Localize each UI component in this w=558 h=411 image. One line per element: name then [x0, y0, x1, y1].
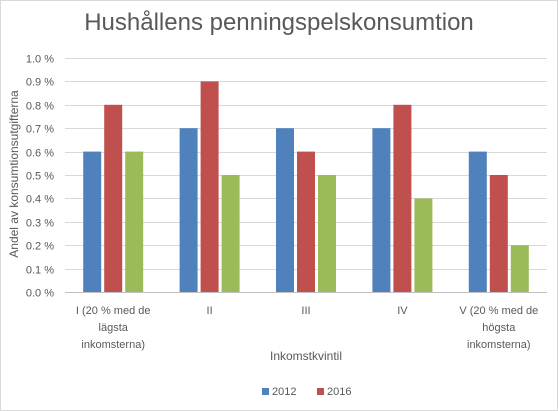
bar-2016-cat-3 — [297, 151, 315, 292]
y-tick-label: 1.0 % — [26, 54, 54, 66]
bar-2016-cat-4 — [393, 104, 412, 292]
chart-title: Hushållens penningspelskonsumtion — [84, 9, 474, 36]
y-tick-label: 0.7 % — [26, 124, 54, 136]
x-tick-label: I (20 % med de lägsta inkomsterna) — [76, 305, 151, 351]
bar-series-3-cat-1 — [125, 151, 144, 292]
bars — [83, 81, 529, 293]
bar-series-3-cat-3 — [318, 175, 336, 292]
bar-2012-cat-5 — [468, 151, 487, 292]
y-tick-label: 0.4 % — [26, 194, 54, 206]
x-tick-label: II — [207, 305, 213, 317]
y-tick-labels: 0.0 % 0.1 % 0.2 % 0.3 % 0.4 % 0.5 % 0.6 % 0.7 %… — [26, 54, 54, 300]
bar-2012-cat-1 — [83, 151, 102, 292]
x-axis-title: Inkomstkvintil — [270, 349, 342, 363]
legend-label-2016: 2016 — [327, 386, 351, 398]
bar-series-3-cat-5 — [510, 245, 529, 292]
bar-2012-cat-2 — [179, 128, 198, 292]
legend-swatch-2016 — [317, 388, 324, 395]
y-axis-title: Andel av konsumtionsutgifterna — [7, 90, 21, 258]
y-tick-label: 0.2 % — [26, 241, 54, 253]
x-tick-labels: I (20 % med de lägsta inkomsterna)II III IV V… — [76, 305, 538, 351]
bar-2012-cat-4 — [372, 128, 391, 292]
x-tick-label: V (20 % med de högsta inkomsterna) — [459, 305, 538, 351]
y-tick-label: 0.1 % — [26, 265, 54, 277]
bar-2016-cat-1 — [104, 104, 123, 292]
bar-2016-cat-2 — [200, 81, 219, 293]
y-tick-label: 0.8 % — [26, 101, 54, 113]
x-tick-label: IV — [397, 305, 408, 317]
x-tick-label: III — [301, 305, 310, 317]
y-tick-label: 0.5 % — [26, 171, 54, 183]
gridlines — [65, 58, 547, 293]
bar-2016-cat-5 — [489, 175, 508, 292]
y-tick-label: 0.6 % — [26, 148, 54, 160]
bar-series-3-cat-4 — [414, 198, 433, 292]
y-tick-label: 0.0 % — [26, 288, 54, 300]
bar-series-3-cat-2 — [221, 175, 240, 292]
y-tick-label: 0.9 % — [26, 77, 54, 89]
legend: 2012 2016 — [262, 386, 351, 398]
bar-2012-cat-3 — [276, 128, 294, 292]
y-tick-label: 0.3 % — [26, 218, 54, 230]
legend-label-2012: 2012 — [272, 386, 296, 398]
legend-swatch-2012 — [262, 388, 269, 395]
